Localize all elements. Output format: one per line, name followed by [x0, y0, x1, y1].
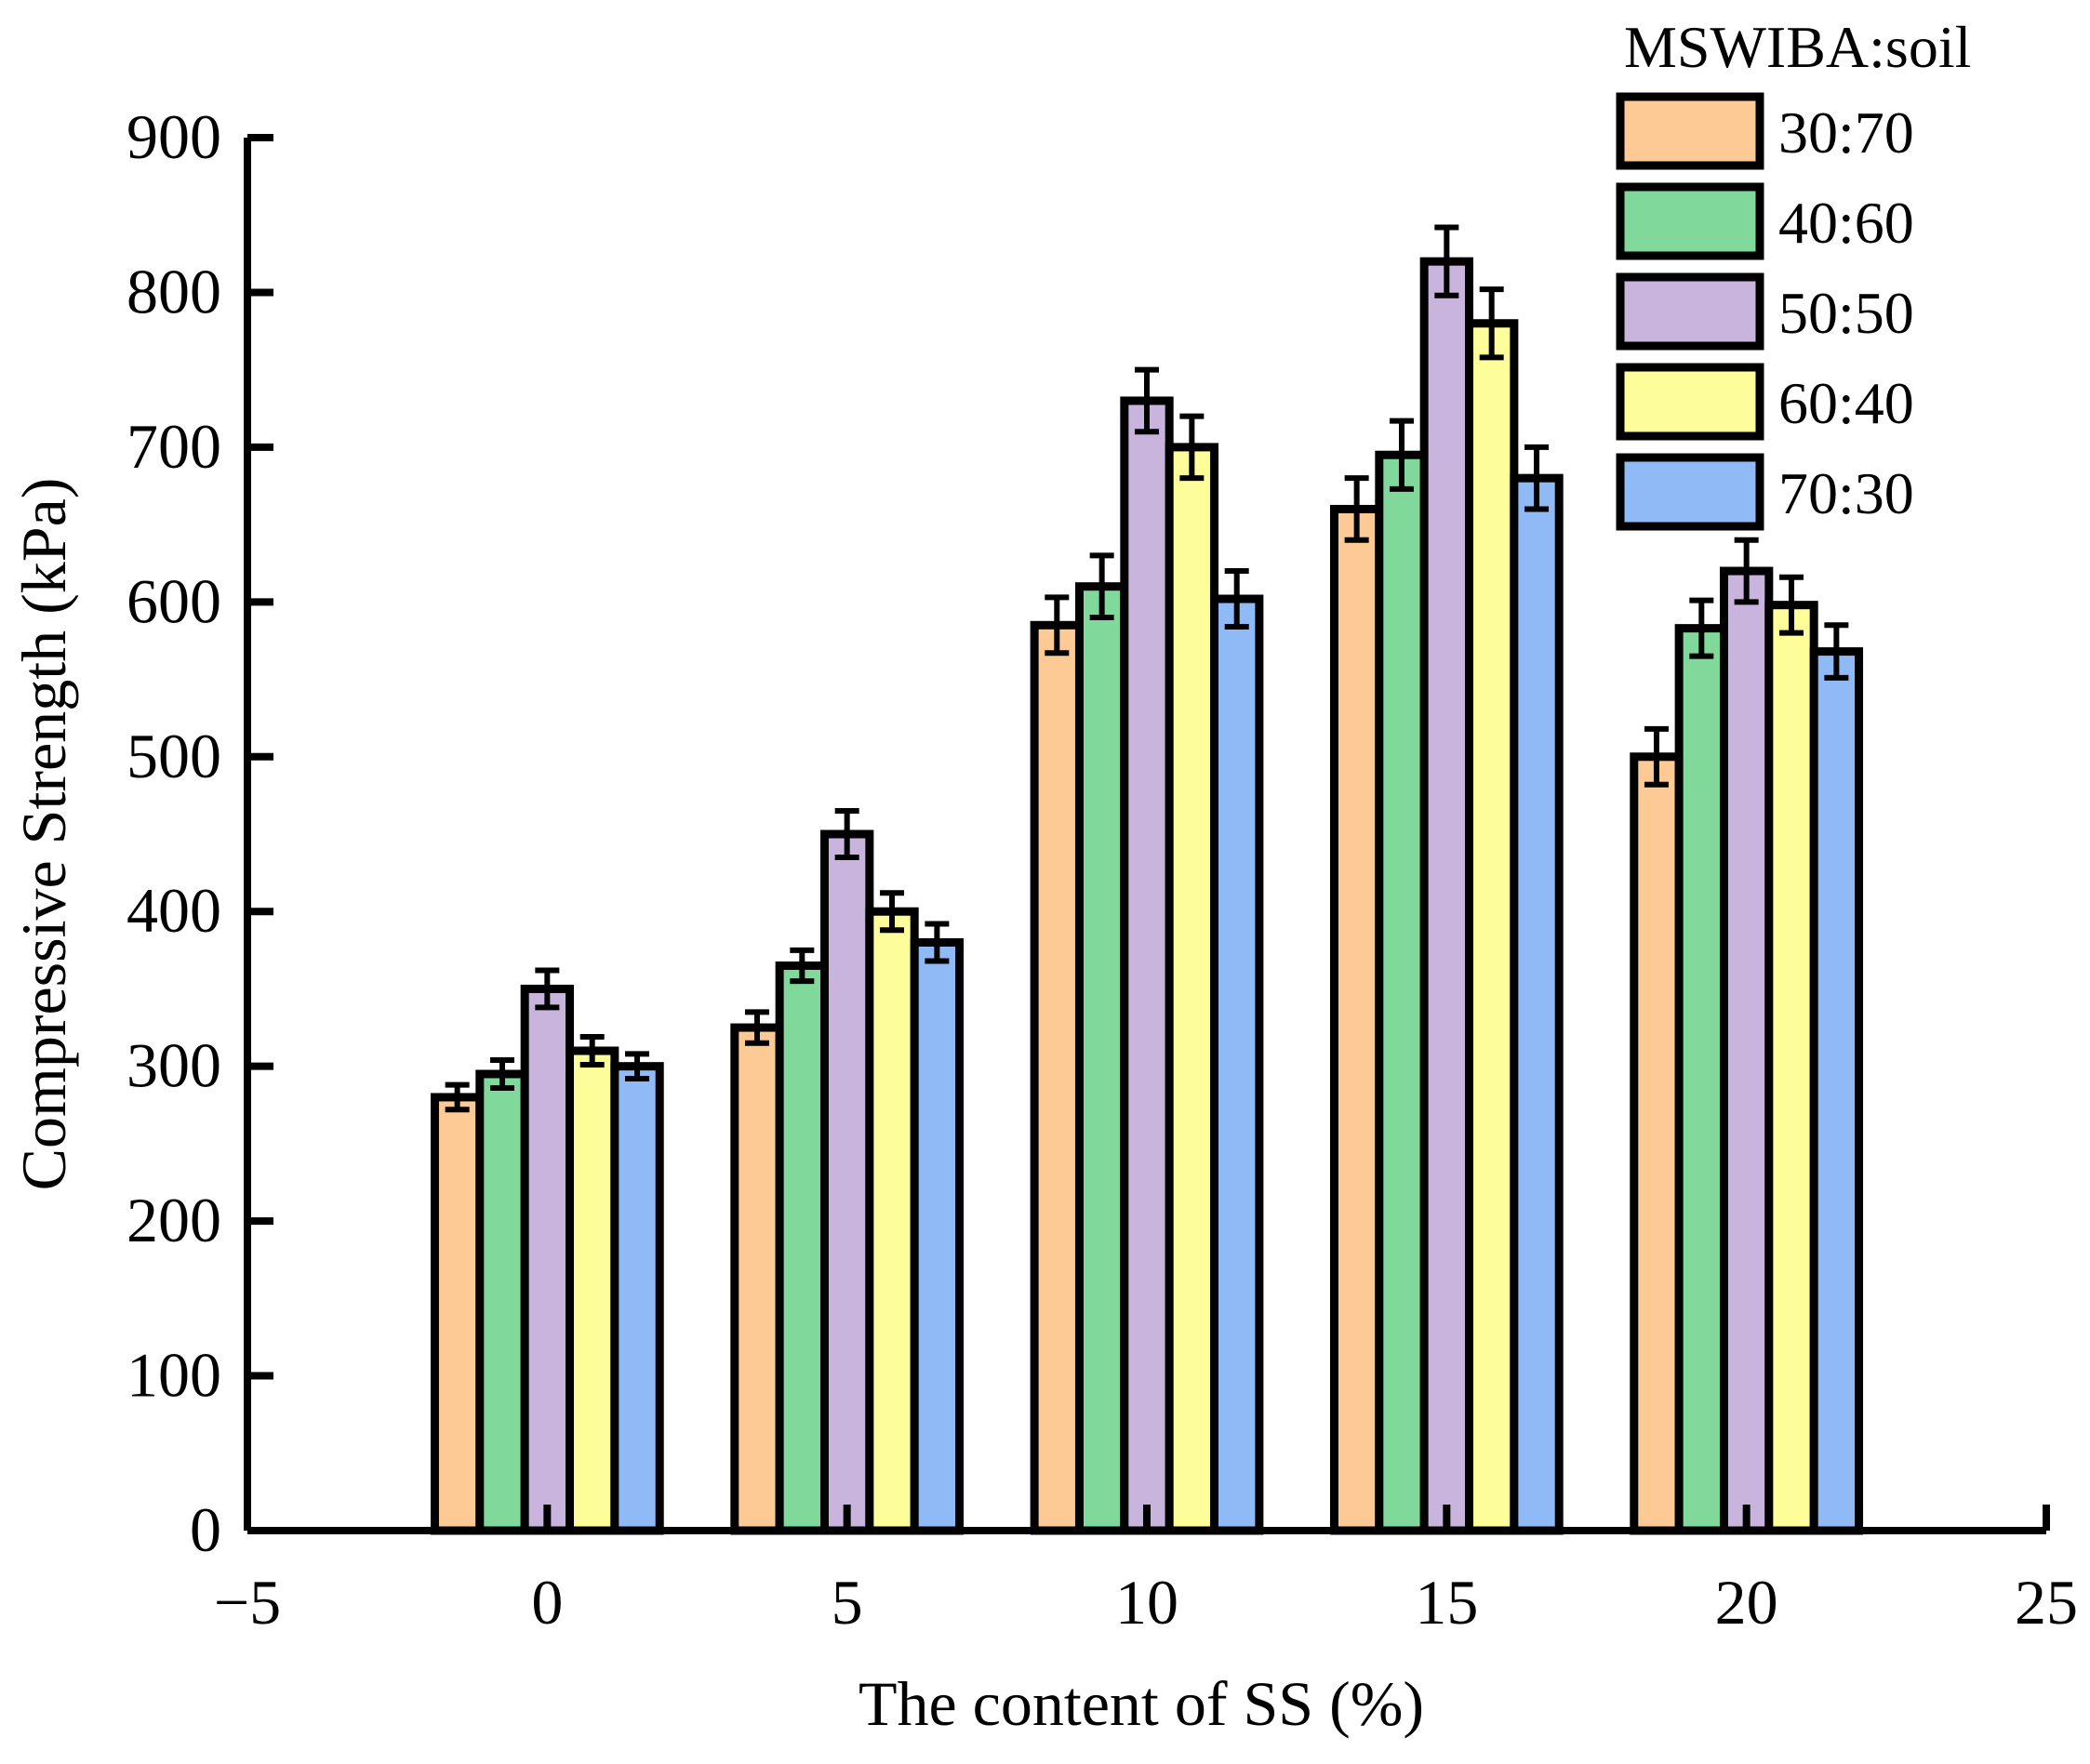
legend-swatch-40-60: [1616, 182, 1764, 260]
x-tick-label: −5: [214, 1567, 281, 1638]
legend-swatch-30-70: [1616, 92, 1764, 170]
bar-70-30-x15: [1510, 473, 1564, 1535]
legend-swatch-50-50: [1616, 272, 1764, 351]
legend-label-50-50: 50:50: [1778, 280, 1914, 346]
legend-label-70-30: 70:30: [1778, 460, 1914, 526]
y-tick-label: 800: [126, 256, 221, 326]
bar-60-40-x5: [865, 907, 919, 1535]
y-axis-title: Compressive Strength (kPa): [8, 478, 79, 1191]
y-tick-label: 200: [126, 1185, 221, 1255]
legend-label-30-70: 30:70: [1778, 99, 1914, 166]
x-tick-label: 25: [2015, 1567, 2078, 1638]
legend-label-40-60: 40:60: [1778, 190, 1914, 256]
bar-40-60-x0: [475, 1069, 529, 1535]
bar-70-30-x0: [610, 1062, 664, 1535]
bar-40-60-x15: [1375, 450, 1429, 1535]
legend-swatch-60-40: [1616, 363, 1764, 441]
bar-50-50-x10: [1120, 396, 1174, 1535]
y-tick-label: 300: [126, 1030, 221, 1101]
legend-title: MSWIBA:soil: [1624, 14, 1971, 80]
y-tick-label: 100: [126, 1340, 221, 1411]
bar-40-60-x5: [775, 961, 829, 1535]
x-axis-title: The content of SS (%): [859, 1668, 1424, 1739]
bar-50-50-x0: [520, 984, 575, 1535]
bar-30-70-x20: [1630, 752, 1684, 1535]
bar-40-60-x10: [1074, 582, 1129, 1535]
bars-layer: [430, 224, 1864, 1535]
bar-30-70-x10: [1030, 620, 1084, 1535]
bar-40-60-x20: [1674, 624, 1728, 1535]
bar-60-40-x20: [1764, 601, 1818, 1535]
bar-70-30-x20: [1809, 647, 1864, 1535]
bar-70-30-x10: [1210, 594, 1264, 1535]
bar-60-40-x15: [1465, 319, 1519, 1535]
bar-70-30-x5: [910, 938, 965, 1535]
bar-30-70-x5: [730, 1023, 784, 1535]
bar-60-40-x0: [566, 1046, 619, 1535]
x-tick-label: 5: [832, 1567, 863, 1638]
y-tick-label: 900: [126, 101, 221, 172]
legend-swatch-70-30: [1616, 453, 1764, 531]
x-tick-label: 10: [1115, 1567, 1178, 1638]
legend: MSWIBA:soil 30:70 40:60 50:50 60:40 70:30: [1616, 14, 1971, 531]
bar-60-40-x10: [1165, 443, 1219, 1535]
bar-50-50-x5: [819, 829, 874, 1535]
bar-50-50-x20: [1719, 566, 1774, 1535]
bar-30-70-x0: [430, 1093, 485, 1535]
x-tick-label: 15: [1415, 1567, 1478, 1638]
y-tick-label: 700: [126, 411, 221, 482]
x-tick-label: 0: [531, 1567, 563, 1638]
y-tick-label: 0: [190, 1494, 221, 1565]
y-tick-label: 400: [126, 875, 221, 946]
y-tick-label: 600: [126, 565, 221, 636]
bar-30-70-x15: [1329, 504, 1384, 1535]
bar-50-50-x15: [1419, 257, 1474, 1535]
y-tick-label: 500: [126, 721, 221, 791]
legend-label-60-40: 60:40: [1778, 370, 1914, 436]
x-tick-label: 20: [1715, 1567, 1778, 1638]
